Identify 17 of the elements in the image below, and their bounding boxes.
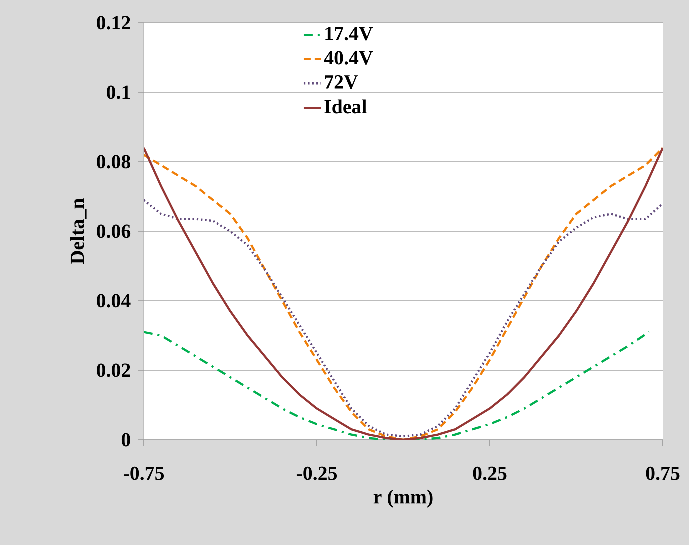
y-tick-label: 0.08 (97, 155, 130, 169)
y-tick-label: 0.02 (97, 364, 130, 378)
y-tick-label: 0 (122, 433, 130, 447)
legend-label: 72V (325, 76, 358, 90)
y-axis-title: Delta_n (70, 198, 87, 264)
legend-label: 17.4V (326, 27, 374, 41)
y-tick-label: 0.1 (107, 86, 130, 100)
y-tick-label: 0.12 (97, 16, 130, 30)
x-axis-title: r (mm) (374, 490, 433, 508)
x-tick-label: -0.75 (124, 466, 164, 480)
x-tick-label: 0.75 (646, 466, 680, 480)
y-tick-label: 0.06 (97, 224, 131, 238)
y-tick-label: 0.04 (97, 294, 131, 308)
x-tick-label: -0.25 (296, 466, 338, 480)
x-tick-label: 0.25 (473, 466, 507, 480)
legend-label: 40.4V (324, 51, 374, 65)
legend-label: Ideal (324, 100, 367, 114)
